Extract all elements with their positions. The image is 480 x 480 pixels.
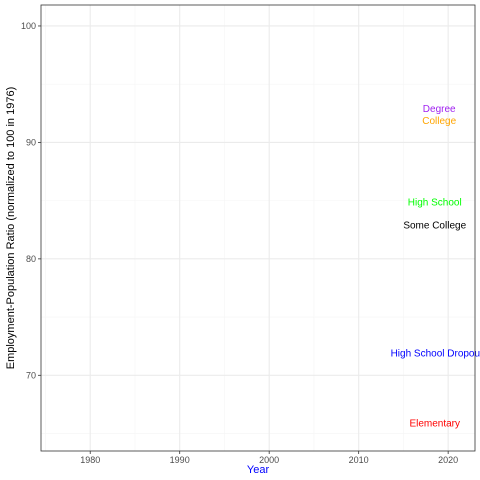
series-label-degree: Degree xyxy=(423,104,456,115)
y-tick-label: 90 xyxy=(26,137,36,147)
y-axis-title: Employment-Population Ratio (normalized … xyxy=(5,87,17,370)
y-tick-label: 80 xyxy=(26,254,36,264)
x-tick-label: 2020 xyxy=(438,455,458,465)
grid-minor xyxy=(41,5,475,451)
x-axis: 1980 1990 2000 2010 2020 xyxy=(80,451,458,465)
panel-border xyxy=(40,4,476,452)
x-tick-label: 1990 xyxy=(170,455,190,465)
y-tick-label: 100 xyxy=(21,21,36,31)
x-axis-title: Year xyxy=(247,464,270,476)
grid-major xyxy=(41,5,475,451)
series-label-high-school: High School xyxy=(408,197,462,208)
series-label-some-college: Some College xyxy=(403,221,466,232)
series-label-high-school-dropouts: High School Dropouts xyxy=(391,349,480,360)
series-label-elementary: Elementary xyxy=(409,419,460,430)
x-tick-label: 2000 xyxy=(259,455,279,465)
series-label-college: College xyxy=(422,116,456,127)
y-tick-label: 70 xyxy=(26,370,36,380)
y-axis: 70 80 90 100 xyxy=(21,21,41,380)
x-tick-label: 2010 xyxy=(349,455,369,465)
x-tick-label: 1980 xyxy=(80,455,100,465)
